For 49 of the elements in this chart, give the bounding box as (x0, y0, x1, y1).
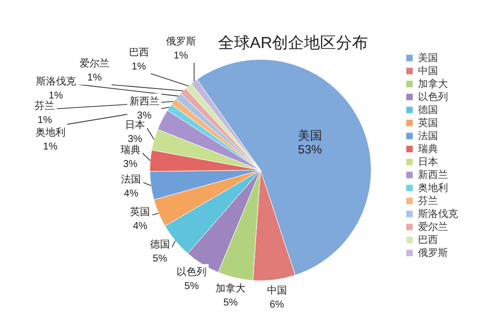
legend-label: 加拿大 (418, 78, 448, 90)
legend-label: 瑞典 (418, 142, 438, 155)
slice-label: 日本 (124, 119, 145, 132)
slice-label: 瑞典 (120, 144, 140, 156)
data-label: 5% (184, 281, 199, 292)
data-label: 5% (152, 253, 168, 264)
data-label: 1% (174, 50, 188, 62)
legend-label: 德国 (418, 104, 438, 116)
legend-label: 日本 (418, 156, 438, 168)
slice-label: 巴西 (128, 48, 149, 59)
chart-title: 全球AR创企地区分布 (218, 34, 368, 52)
data-label: 6% (270, 300, 284, 311)
legend-label: 英国 (418, 116, 438, 129)
slice-label: 法国 (121, 173, 142, 186)
legend-label: 美国 (418, 52, 438, 64)
data-label: 1% (132, 62, 146, 73)
legend-label: 中国 (418, 64, 438, 77)
legend-label: 斯洛伐克 (418, 208, 458, 220)
legend-label: 巴西 (418, 234, 438, 246)
data-label: 53% (298, 142, 322, 156)
slice-label: 新西兰 (129, 95, 160, 108)
slice-label: 爱尔兰 (80, 58, 110, 70)
data-label: 4% (132, 221, 148, 232)
data-label: 1% (87, 72, 102, 84)
slice-label: 奥地利 (35, 126, 66, 138)
slice-label: 斯洛伐克 (36, 75, 76, 88)
slice-label: 芬兰 (34, 100, 55, 112)
slice-label: 以色列 (176, 266, 207, 278)
legend-label: 俄罗斯 (418, 246, 448, 259)
slice-label: 德国 (150, 239, 170, 250)
legend-label: 以色列 (418, 90, 448, 103)
data-label: 3% (123, 158, 138, 170)
data-label: 5% (223, 297, 238, 308)
data-label: 3% (137, 110, 152, 122)
slice-label: 加拿大 (216, 282, 246, 294)
legend-label: 芬兰 (418, 194, 438, 207)
legend-label: 法国 (418, 130, 438, 142)
legend-label: 爱尔兰 (418, 220, 448, 233)
data-label: 3% (128, 134, 142, 146)
legend-label: 新西兰 (418, 168, 448, 181)
slice-label: 英国 (130, 206, 150, 218)
data-label: 1% (43, 141, 58, 152)
legend-label: 奥地利 (418, 182, 448, 194)
slice-label: 美国 (298, 128, 322, 142)
data-label: 1% (48, 90, 64, 102)
data-label: 4% (124, 188, 138, 200)
slice-label: 俄罗斯 (166, 36, 196, 48)
data-label: 1% (38, 114, 52, 126)
slice-label: 中国 (266, 284, 287, 297)
